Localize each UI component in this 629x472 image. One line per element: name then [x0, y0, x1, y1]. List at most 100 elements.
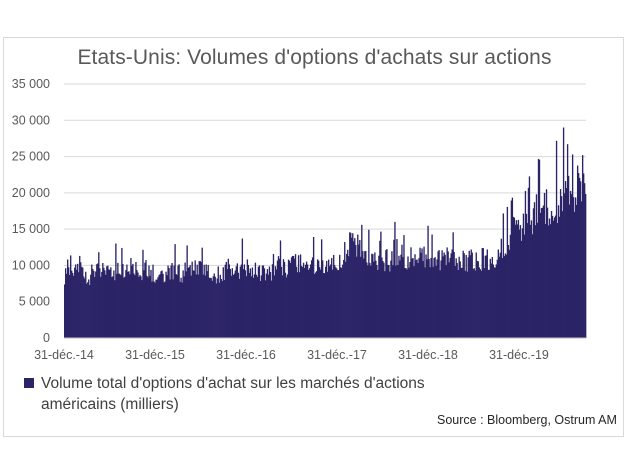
volume-bar [160, 271, 162, 338]
volume-bar [89, 285, 91, 338]
volume-bar [126, 264, 128, 338]
x-axis-ticks: 31-déc.-14 31-déc.-15 31-déc.-16 31-déc.-17… [34, 348, 549, 362]
volume-bar [583, 183, 586, 338]
volume-bar [575, 204, 578, 338]
volume-bar [114, 280, 116, 338]
volume-bar [233, 273, 235, 338]
volume-bar [180, 277, 182, 338]
volume-bar [66, 273, 68, 338]
volume-bar [145, 260, 147, 338]
volume-bar [536, 222, 539, 338]
volume-bar [132, 263, 134, 338]
volume-bar [384, 271, 386, 338]
volume-bar [280, 266, 283, 338]
volume-bar [339, 254, 341, 338]
volume-bar [199, 260, 201, 338]
volume-bar [161, 270, 163, 338]
volume-bar [230, 275, 232, 338]
volume-bar [548, 218, 551, 338]
volume-bar [349, 232, 351, 338]
volume-bar [571, 154, 574, 338]
volume-bar [413, 266, 415, 338]
volume-bar [120, 275, 122, 338]
volume-bar [394, 221, 396, 338]
volume-bar [534, 225, 537, 338]
volume-bar [558, 216, 561, 338]
volume-bar [572, 197, 575, 338]
volume-bar [68, 267, 70, 338]
volume-bar [448, 262, 450, 338]
volume-bar [444, 254, 446, 338]
volume-bar [109, 269, 111, 338]
volume-bar [269, 272, 272, 338]
legend-label-line-2: américains (milliers) [41, 396, 179, 413]
volume-bar [299, 254, 302, 338]
volume-bar [408, 267, 410, 338]
volume-bar [221, 281, 223, 338]
volume-bar [509, 234, 512, 338]
volume-bar [363, 258, 365, 338]
volume-bar [553, 217, 556, 338]
volume-bar [426, 259, 428, 338]
volume-bar [350, 232, 352, 338]
volume-bar [479, 269, 481, 338]
volume-bar [136, 270, 138, 338]
volume-bar [295, 266, 298, 338]
volume-bar [202, 274, 204, 338]
volume-bar [264, 280, 267, 338]
volume-bar [521, 228, 524, 338]
volume-bar [527, 187, 530, 338]
x-tick-label: 31-déc.-14 [34, 348, 94, 362]
volume-bar [201, 247, 203, 338]
volume-bar [149, 275, 151, 338]
volume-bar [431, 234, 433, 338]
volume-bar [375, 260, 377, 338]
volume-bar [301, 267, 304, 338]
volume-bar [383, 262, 385, 338]
volume-bar [107, 265, 109, 338]
volume-bar [497, 249, 500, 338]
volume-bar [407, 256, 409, 338]
volume-bar [231, 268, 233, 338]
volume-bar [296, 272, 299, 338]
volume-bar [307, 269, 310, 338]
volume-bar [488, 269, 490, 338]
grid-lines [64, 83, 586, 339]
volume-bar [500, 238, 503, 338]
volume-bar [414, 254, 416, 338]
volume-bar [103, 267, 105, 338]
volume-bar [401, 244, 403, 338]
volume-bar [212, 276, 214, 338]
volume-bar [457, 269, 459, 338]
volume-bar [304, 264, 307, 338]
volume-bar [471, 252, 473, 338]
volume-bar [574, 197, 577, 338]
volume-bar [91, 264, 93, 338]
volume-bar [486, 249, 488, 338]
volume-bar [550, 210, 553, 338]
volume-bar [159, 274, 161, 338]
volume-bar [87, 282, 89, 338]
volume-bar [405, 268, 407, 338]
volume-bar [442, 256, 444, 338]
volume-bar [347, 249, 349, 338]
volume-bar [124, 276, 126, 338]
volume-bar [85, 271, 87, 338]
volume-bar [341, 267, 343, 338]
volume-bar [324, 273, 326, 338]
volume-bar [346, 253, 348, 338]
volume-bar [192, 270, 194, 338]
volume-bar [185, 271, 187, 338]
volume-bar [206, 271, 208, 338]
volume-bar [195, 274, 197, 338]
volume-bar [196, 264, 198, 338]
volume-bar [427, 225, 429, 338]
volume-bar [512, 216, 515, 338]
volume-bar [467, 257, 469, 338]
volume-bar [243, 264, 246, 338]
volume-bar [291, 255, 294, 338]
volume-bar [437, 251, 439, 338]
volume-bar [367, 265, 369, 338]
volume-bar [239, 266, 242, 338]
volume-bar [249, 268, 252, 338]
